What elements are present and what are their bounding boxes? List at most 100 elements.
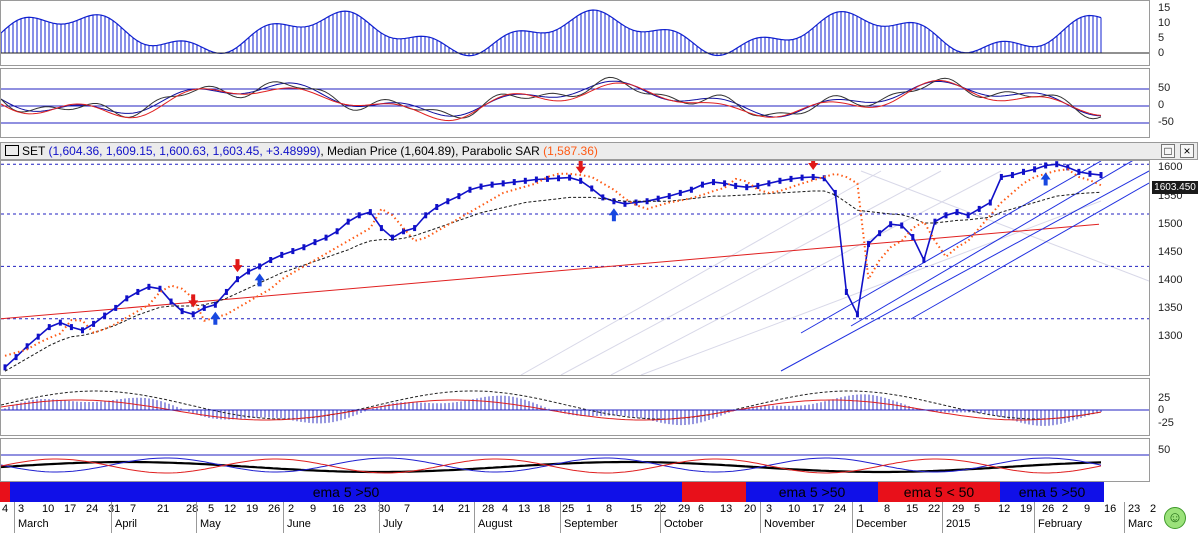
price-bar xyxy=(457,193,461,200)
regime-segment: ema 5 < 50 xyxy=(878,482,1000,502)
price-bar xyxy=(1055,161,1059,168)
date-tick-label: 21 xyxy=(157,503,170,515)
date-tick-label: 19 xyxy=(1020,503,1033,515)
guide-line xyxy=(640,200,1102,376)
axis-tick: 1600 xyxy=(1158,161,1183,173)
month-label: June xyxy=(287,518,311,530)
date-tick-label: 6 xyxy=(698,503,705,515)
price-bar xyxy=(47,324,51,331)
date-tick-label: 14 xyxy=(432,503,445,515)
month-separator xyxy=(111,502,112,533)
axis-tick: 1500 xyxy=(1158,218,1183,230)
axis-tick: 25 xyxy=(1158,392,1171,404)
month-separator xyxy=(379,502,380,533)
date-tick-label: 8 xyxy=(884,503,891,515)
price-bar xyxy=(767,180,771,187)
price-bar xyxy=(313,239,317,246)
month-label: Marc xyxy=(1128,518,1153,530)
price-bar xyxy=(889,221,893,228)
month-label: October xyxy=(664,518,704,530)
axis-tick: -25 xyxy=(1158,417,1174,429)
date-tick-label: 18 xyxy=(538,503,551,515)
date-tick-label: 9 xyxy=(310,503,317,515)
date-tick-label: 23 xyxy=(1128,503,1141,515)
price-bar xyxy=(14,354,18,361)
price-bar xyxy=(258,263,262,270)
month-separator xyxy=(283,502,284,533)
price-bar xyxy=(955,209,959,216)
axis-tick: 10 xyxy=(1158,17,1171,29)
macd-plot xyxy=(0,390,1149,426)
histogram-oscillator-panel xyxy=(0,0,1150,66)
sell-arrow-icon xyxy=(232,259,243,273)
histogram-outline xyxy=(0,9,1102,57)
price-bar xyxy=(424,212,428,219)
axis-tick: 15 xyxy=(1158,2,1171,14)
restore-window-icon[interactable]: □ xyxy=(1161,144,1175,158)
adx-panel xyxy=(0,438,1150,482)
price-bar xyxy=(1010,172,1014,179)
date-tick-label: 12 xyxy=(998,503,1011,515)
date-tick-label: 5 xyxy=(208,503,215,515)
sell-arrow-icon xyxy=(188,294,199,308)
axis-tick: 1400 xyxy=(1158,274,1183,286)
date-tick-label: 20 xyxy=(744,503,757,515)
price-bar xyxy=(811,173,815,180)
price-bar xyxy=(224,288,228,295)
date-tick-label: 31 xyxy=(108,503,121,515)
price-bar xyxy=(800,174,804,181)
smiley-icon[interactable]: ☺ xyxy=(1164,507,1186,529)
price-bar xyxy=(1022,168,1026,175)
price-bar xyxy=(180,308,184,315)
sell-arrow-icon xyxy=(575,160,586,174)
price-bar xyxy=(944,212,948,219)
price-bar xyxy=(623,200,627,207)
price-bar xyxy=(844,288,848,295)
month-separator xyxy=(1124,502,1125,533)
price-bar xyxy=(745,184,749,191)
month-separator xyxy=(196,502,197,533)
price-bar xyxy=(92,320,96,327)
date-tick-label: 7 xyxy=(130,503,137,515)
close-icon[interactable]: × xyxy=(1180,144,1194,158)
price-bar xyxy=(269,257,273,264)
price-bar xyxy=(25,343,29,350)
oscillator-panel xyxy=(0,68,1150,138)
median-price-value: (1,604.89) xyxy=(400,144,456,158)
month-label: December xyxy=(856,518,907,530)
price-bar xyxy=(512,179,516,186)
date-tick-label: 16 xyxy=(1104,503,1117,515)
price-bar xyxy=(36,333,40,340)
regime-segment: ema 5 >50 xyxy=(10,482,682,502)
price-bar xyxy=(390,234,394,241)
date-tick-label: 28 xyxy=(482,503,495,515)
date-tick-label: 24 xyxy=(86,503,99,515)
month-separator xyxy=(474,502,475,533)
date-tick-label: 15 xyxy=(906,503,919,515)
price-bar xyxy=(723,180,727,187)
month-label: 2015 xyxy=(946,518,971,530)
date-tick-label: 28 xyxy=(186,503,199,515)
price-bar xyxy=(402,228,406,235)
price-bar xyxy=(114,304,118,311)
price-bar xyxy=(468,186,472,193)
price-bar xyxy=(1066,164,1070,171)
price-bar xyxy=(922,257,926,264)
price-bar xyxy=(900,222,904,229)
price-bar xyxy=(247,268,251,275)
price-bar xyxy=(966,212,970,219)
price-bar xyxy=(479,183,483,190)
date-tick-label: 8 xyxy=(606,503,613,515)
price-bar xyxy=(147,283,151,290)
price-plot xyxy=(0,150,1150,376)
date-tick-label: 2 xyxy=(288,503,295,515)
price-bar xyxy=(645,198,649,205)
long-moving-average-line xyxy=(0,223,1100,320)
adx-axis: 50 xyxy=(1150,438,1200,482)
price-bar xyxy=(3,364,7,371)
date-tick-label: 13 xyxy=(518,503,531,515)
ema-regime-bar: ema 5 >50 ema 5 >50 ema 5 < 50 ema 5 >50 xyxy=(0,482,1150,502)
oscillator-line xyxy=(0,76,1102,120)
price-bar xyxy=(324,234,328,241)
trend-channel-line xyxy=(800,160,1102,334)
